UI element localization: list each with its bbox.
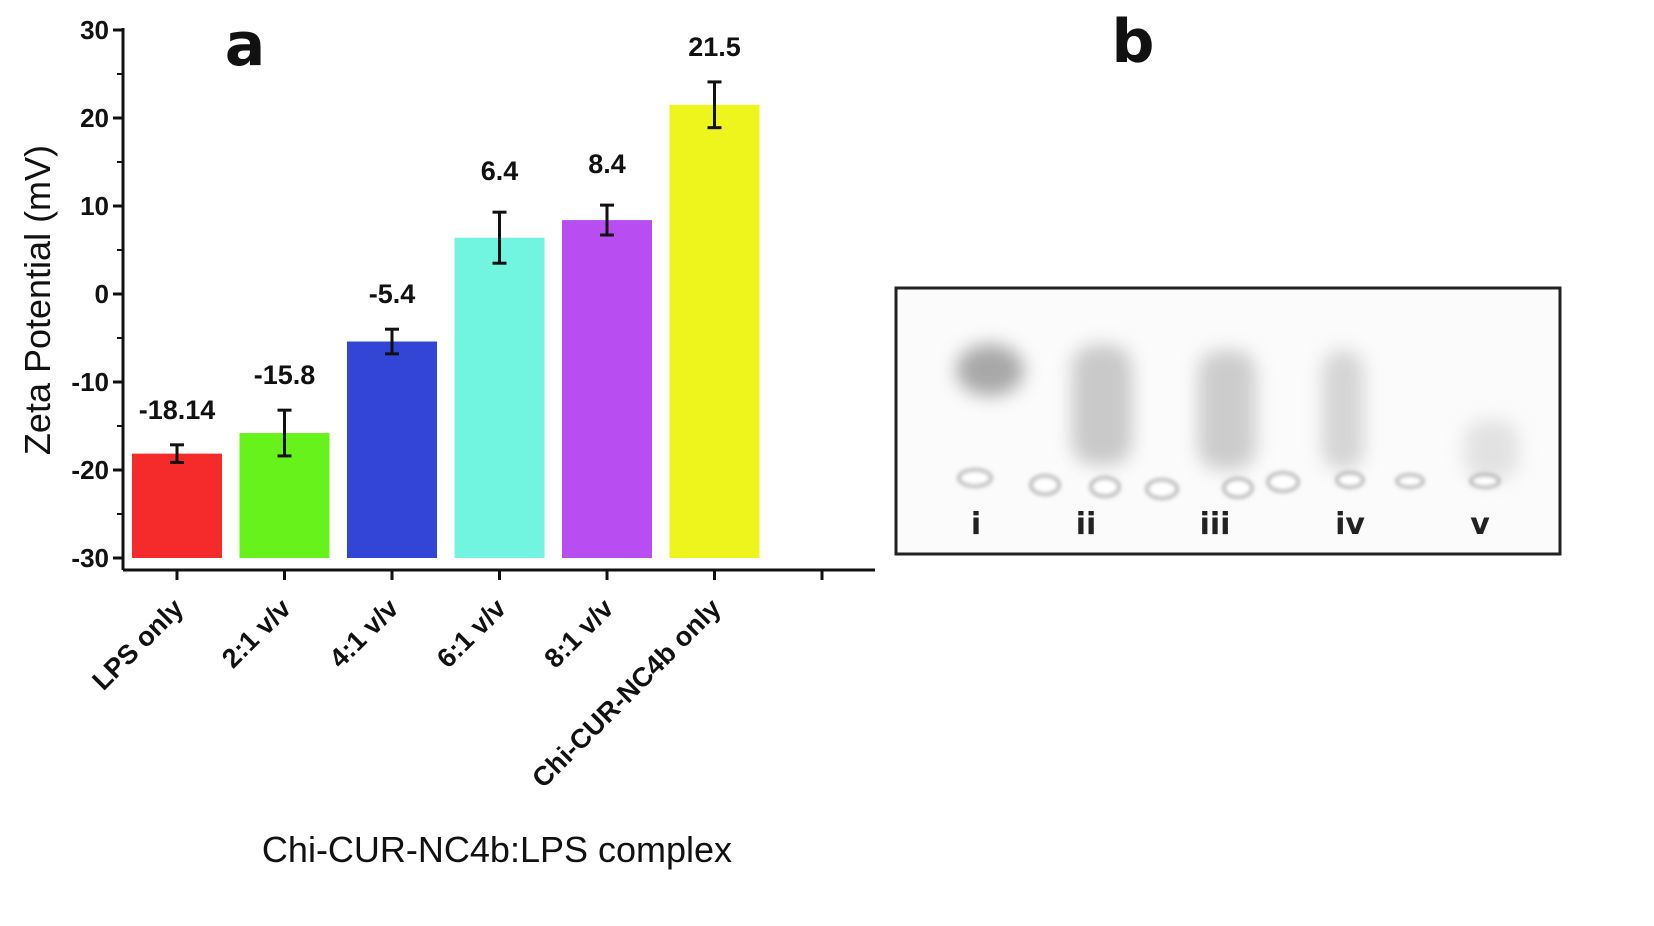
category-label-5: Chi-CUR-NC4b only [526,593,726,793]
value-label-4: 8.4 [588,149,626,179]
bar-2 [347,341,437,558]
value-label-2: -5.4 [369,279,416,309]
bar-0 [132,453,222,558]
bar-3 [454,237,545,558]
gel-well [1090,477,1120,497]
gel-well [1030,475,1060,495]
value-labels-group: -18.14 -15.8 -5.4 6.4 8.4 21.5 [139,32,741,425]
y-tick-label: 0 [95,279,109,309]
gel-well [1396,474,1424,488]
gel-smear-lane-v [1464,420,1519,480]
bar-chart-zeta-potential: -18.14-15.8-5.46.4 8.421.5 3020100-10-20-… [17,15,875,870]
gel-electrophoresis-image: i ii iii iv v [894,286,1562,556]
category-label-0: LPS only [86,593,189,696]
gel-smear-lane-iii [1198,350,1256,470]
gel-well [1336,472,1364,488]
y-tick-label: 10 [80,191,109,221]
gel-lane-label-iii: iii [1200,507,1231,542]
gel-smear-lane-iv [1322,350,1364,470]
y-tick-label: -30 [71,543,109,573]
gel-lane-label-iv: iv [1335,507,1365,542]
value-label-3: 6.4 [481,156,519,186]
category-label-1: 2:1 v/v [216,593,297,674]
y-tick-label: 30 [80,15,109,45]
y-tick-label: -20 [71,455,109,485]
bars-group [132,104,760,559]
category-labels-group: LPS only 2:1 v/v 4:1 v/v 6:1 v/v 8:1 v/vChi-… [86,593,726,793]
bar-4 [562,220,652,558]
error-bars-group [170,80,722,464]
gel-smear-lane-ii [1072,345,1132,465]
y-tick-label: -10 [71,367,109,397]
panel-label-a: a [225,10,266,80]
y-ticks-group: 30 20 10 0 -10 -20 -30 [71,15,123,573]
gel-lane-label-v: v [1470,507,1490,542]
bar-5 [669,104,760,559]
gel-well [1470,474,1500,488]
y-axis-title: Zeta Potential (mV) [17,145,58,455]
category-label-2: 4:1 v/v [324,593,405,674]
gel-lane-label-i: i [971,507,981,542]
panel-label-b: b [1112,7,1155,77]
gel-well [1146,479,1178,499]
category-label-4: 8:1 v/v [539,593,620,674]
gel-well [958,469,992,487]
value-label-0: -18.14 [139,395,216,425]
gel-well [1223,478,1253,498]
gel-well [1267,472,1299,492]
x-ticks-group [175,570,824,580]
value-label-5: 21.5 [688,32,741,62]
y-tick-label: 20 [80,103,109,133]
category-label-3: 6:1 v/v [431,593,512,674]
gel-smear-lane-i [956,344,1024,396]
gel-lane-label-ii: ii [1076,507,1097,542]
x-axis-title: Chi-CUR-NC4b:LPS complex [262,829,732,870]
gel-lane-labels: i ii iii iv v [971,507,1490,542]
gel-wells [958,469,1500,499]
value-label-1: -15.8 [254,360,316,390]
